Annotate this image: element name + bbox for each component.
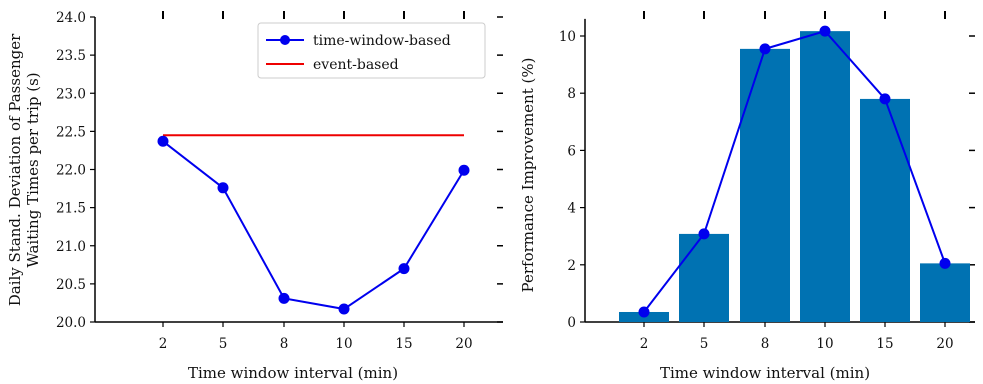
left-chart: 20.0 20.5 21.0 21.5 22.0 22.5 23.0 23.5 24.0 2 5 8 1… xyxy=(6,10,503,382)
right-y-tick-label: 4 xyxy=(567,201,576,217)
left-axes: 20.0 20.5 21.0 21.5 22.0 22.5 23.0 23.5 24.0 2 5 8 1… xyxy=(56,10,503,352)
time-window-based-point xyxy=(217,182,229,194)
improvement-point xyxy=(879,93,891,105)
right-x-axis-label: Time window interval (min) xyxy=(660,364,870,382)
left-y-tick-label: 24.0 xyxy=(56,10,86,26)
left-x-axis-label: Time window interval (min) xyxy=(188,364,398,382)
left-x-tick-label: 8 xyxy=(280,336,289,352)
right-y-tick-label: 6 xyxy=(567,143,576,159)
right-y-tick-label: 8 xyxy=(567,86,576,102)
right-y-tick-label: 10 xyxy=(559,29,576,45)
left-y-axis-label-line1: Daily Stand. Deviation of Passenger xyxy=(6,33,24,306)
left-y-tick-label: 20.5 xyxy=(56,277,86,293)
right-line xyxy=(638,25,951,318)
time-window-based-point xyxy=(278,292,290,304)
right-y-tick-label: 0 xyxy=(567,315,576,331)
bar xyxy=(920,263,970,322)
bar xyxy=(679,233,729,322)
left-series xyxy=(157,134,470,315)
left-y-tick-label: 21.0 xyxy=(56,239,86,255)
legend-box xyxy=(257,22,486,79)
legend-marker-time-window xyxy=(280,35,290,45)
left-x-tick-label: 5 xyxy=(219,336,228,352)
improvement-point xyxy=(939,257,951,269)
left-x-tick-label: 20 xyxy=(455,336,472,352)
right-y-tick-label: 2 xyxy=(567,258,576,274)
time-window-based-point xyxy=(458,164,470,176)
improvement-point xyxy=(819,25,831,37)
right-x-tick-label: 8 xyxy=(761,336,770,352)
improvement-line xyxy=(643,29,946,313)
right-x-tick-label: 15 xyxy=(876,336,893,352)
legend-label-time-window: time-window-based xyxy=(313,33,451,49)
right-x-tick-label: 5 xyxy=(700,336,709,352)
time-window-based-line xyxy=(162,140,465,311)
left-y-tick-label: 21.5 xyxy=(56,201,86,217)
bar xyxy=(800,31,850,322)
legend: time-window-based event-based xyxy=(257,22,486,79)
time-window-based-point xyxy=(157,135,169,147)
left-y-tick-label: 22.5 xyxy=(56,124,86,140)
bar xyxy=(860,98,910,322)
left-x-tick-label: 10 xyxy=(335,336,352,352)
left-y-tick-label: 23.5 xyxy=(56,48,86,64)
right-x-tick-label: 20 xyxy=(936,336,953,352)
right-x-tick-label: 2 xyxy=(640,336,649,352)
left-y-tick-label: 23.0 xyxy=(56,86,86,102)
improvement-point xyxy=(698,228,710,240)
left-y-tick-label: 22.0 xyxy=(56,163,86,179)
left-y-tick-label: 20.0 xyxy=(56,315,86,331)
improvement-point xyxy=(759,43,771,55)
time-window-based-point xyxy=(338,303,350,315)
right-chart: 0 2 4 6 8 10 2 5 8 10 15 20 Time window interval (m… xyxy=(519,11,975,382)
bar xyxy=(740,48,790,323)
right-y-axis-label: Performance Improvement (%) xyxy=(519,58,537,293)
left-x-tick-label: 15 xyxy=(395,336,412,352)
right-bars xyxy=(619,31,970,323)
improvement-point xyxy=(638,306,650,318)
left-y-axis-label-line2: Waiting Times per trip (s) xyxy=(24,72,42,267)
left-x-tick-label: 2 xyxy=(159,336,168,352)
right-x-tick-label: 10 xyxy=(816,336,833,352)
legend-label-event-based: event-based xyxy=(313,57,399,73)
time-window-based-point xyxy=(398,263,410,275)
